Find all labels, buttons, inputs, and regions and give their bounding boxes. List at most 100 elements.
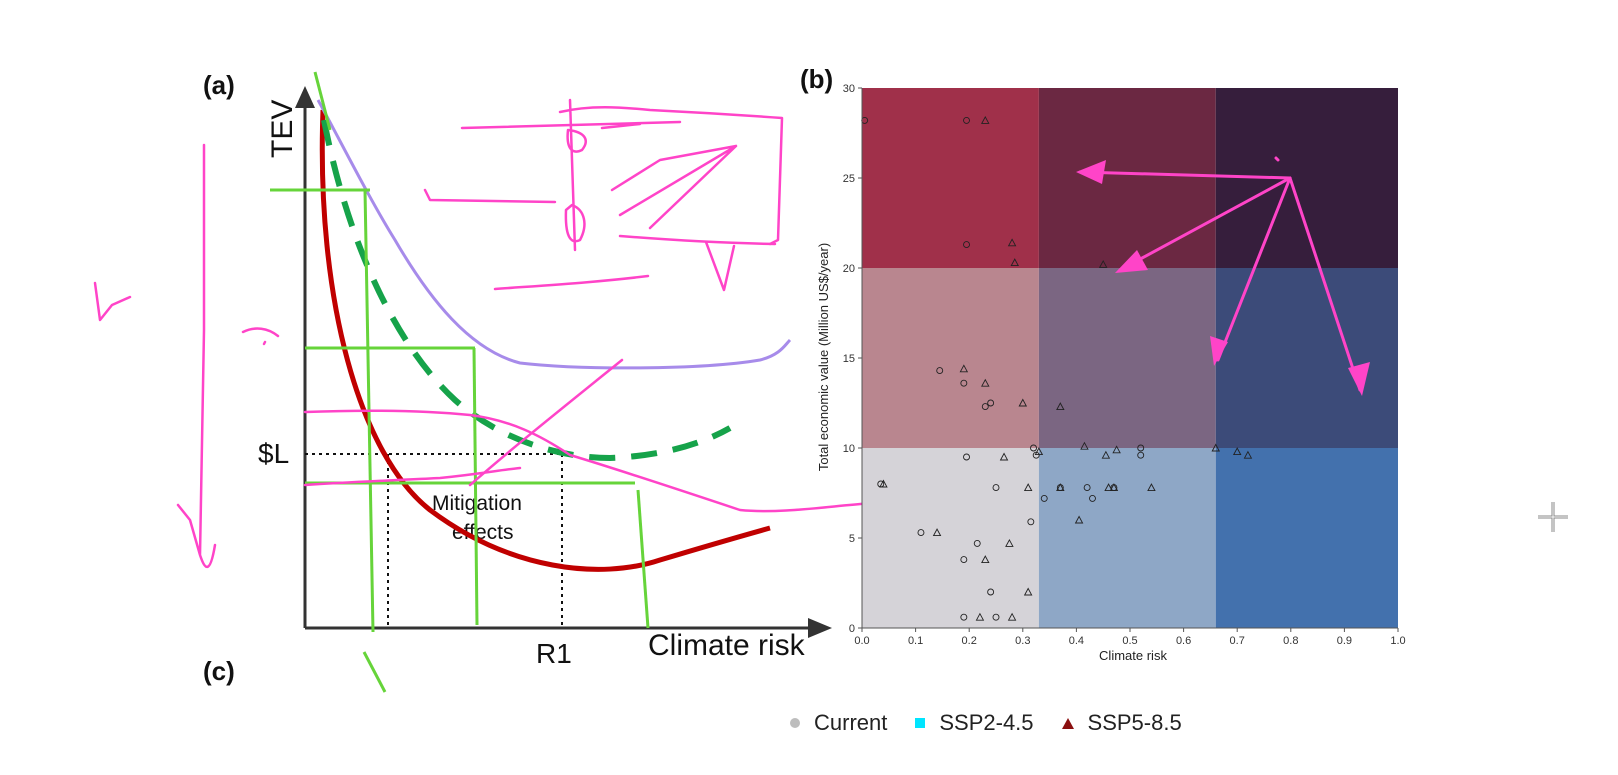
- point-current: [1027, 518, 1035, 526]
- point-current: [963, 453, 970, 461]
- point-current: [992, 613, 1000, 621]
- point-ssp585: [1109, 483, 1119, 492]
- legend-ssp245-label: SSP2-4.5: [939, 710, 1034, 735]
- y-tick-label: 5: [849, 533, 855, 545]
- point-ssp585: [999, 452, 1009, 461]
- point-current: [992, 484, 1000, 492]
- quadrant-r0-c2: [1215, 448, 1398, 628]
- point-ssp585: [981, 115, 990, 124]
- tev-label: TEV: [266, 100, 299, 158]
- point-current: [981, 403, 989, 411]
- tev-axis-arrow: [295, 86, 315, 108]
- green-grid-lines: [270, 71, 650, 693]
- y-tick-label: 0: [849, 623, 855, 635]
- point-current: [960, 556, 968, 564]
- point-current: [960, 379, 968, 387]
- panel-label-c: (c): [203, 656, 235, 686]
- pink-arrowheads: [1076, 160, 1370, 396]
- r1-label: R1: [536, 638, 572, 669]
- purple-curve: [316, 99, 792, 370]
- point-current: [987, 399, 995, 407]
- point-ssp585: [1023, 587, 1033, 596]
- y-tick-label: 25: [843, 173, 855, 185]
- point-current: [963, 241, 970, 249]
- x-tick-label: 0.0: [854, 635, 869, 647]
- legend-current-marker: [790, 718, 800, 728]
- x-tick-label: 0.4: [1069, 635, 1084, 647]
- risk-axis-arrow: [808, 618, 832, 638]
- point-current: [917, 529, 925, 537]
- point-current: [987, 588, 995, 596]
- point-current: [1089, 494, 1096, 502]
- x-tick-label: 0.1: [908, 635, 923, 647]
- point-ssp585: [1074, 515, 1084, 524]
- mitigation-line-2: effects: [452, 521, 513, 544]
- x-tick-label: 1.0: [1390, 635, 1405, 647]
- pink-annotations: [93, 98, 902, 569]
- green-dashed-curve: [321, 119, 732, 462]
- point-ssp585: [1112, 445, 1121, 454]
- point-ssp585: [1010, 258, 1020, 267]
- y-tick-label: 30: [843, 83, 855, 95]
- point-ssp585: [1147, 483, 1156, 492]
- climate-risk-label: Climate risk: [648, 629, 806, 662]
- crosshair-cursor-icon: [1538, 502, 1568, 532]
- point-ssp585: [975, 612, 985, 621]
- quadrant-r0-c1: [1038, 448, 1216, 628]
- point-layer: [861, 115, 1253, 621]
- point-ssp585: [879, 479, 888, 488]
- point-ssp585: [1018, 398, 1028, 407]
- point-ssp585: [981, 555, 990, 564]
- x-tick-label: 0.2: [962, 635, 977, 647]
- point-ssp585: [1080, 441, 1089, 450]
- x-tick-label: 0.8: [1283, 635, 1298, 647]
- legend-item-ssp585: SSP5-8.5: [1061, 710, 1182, 736]
- panel-label-a: (a): [203, 70, 235, 100]
- point-ssp585: [1007, 238, 1017, 247]
- legend: Current SSP2-4.5 SSP5-8.5: [790, 710, 1182, 736]
- x-tick-label: 0.7: [1230, 635, 1245, 647]
- conceptual-diagram: TEV Climate risk $L R1 Mitigation effect…: [93, 71, 902, 693]
- point-current: [936, 367, 944, 375]
- point-ssp585: [1104, 483, 1113, 492]
- quadrant-r2-c0: [862, 88, 1039, 268]
- quadrant-r0-c0: [862, 448, 1039, 628]
- scatter-plot: 0.0 0.1 0.2 0.3 0.4 0.5 0.6 0.7 0.8 0.9 1.0 0 5 10 15 2…: [816, 83, 1406, 663]
- x-tick-label: 0.3: [1015, 635, 1030, 647]
- y-tick-label: 10: [843, 443, 855, 455]
- x-axis-title: Climate risk: [1099, 648, 1167, 663]
- legend-ssp245-marker: [915, 718, 926, 728]
- point-current: [963, 116, 970, 124]
- y-axis-title: Total economic value (Million US$/year): [816, 243, 831, 471]
- point-current: [1030, 444, 1037, 452]
- x-tick-label: 0.9: [1337, 635, 1352, 647]
- point-ssp585: [1034, 447, 1044, 456]
- point-ssp585: [1056, 402, 1065, 411]
- point-ssp585: [1056, 483, 1065, 492]
- point-ssp585: [959, 364, 969, 373]
- x-tick-label: 0.6: [1176, 635, 1191, 647]
- x-tick-label: 0.5: [1122, 635, 1137, 647]
- point-ssp585: [981, 378, 990, 387]
- quadrant-r2-c1: [1038, 88, 1216, 268]
- point-ssp585: [1232, 447, 1242, 456]
- panel-label-b: (b): [800, 64, 834, 94]
- point-ssp585: [1098, 259, 1108, 268]
- y-tick-label: 15: [843, 353, 855, 365]
- mitigation-annotation: Mitigation effects: [432, 492, 528, 544]
- legend-current-label: Current: [814, 710, 888, 735]
- legend-item-ssp245: SSP2-4.5: [915, 710, 1034, 736]
- point-ssp585: [1007, 612, 1017, 621]
- legend-ssp585-label: SSP5-8.5: [1087, 710, 1182, 735]
- point-current: [960, 613, 968, 621]
- point-ssp585: [1023, 483, 1033, 492]
- point-current: [1137, 451, 1145, 459]
- pink-arrows: [1078, 156, 1362, 392]
- point-current: [1137, 444, 1145, 452]
- point-current: [1040, 494, 1048, 502]
- legend-item-current: Current: [790, 710, 887, 736]
- point-ssp585: [932, 528, 942, 537]
- tick-layer: 0.0 0.1 0.2 0.3 0.4 0.5 0.6 0.7 0.8 0.9 1.0 0 5 10 15 2…: [843, 83, 1406, 647]
- y-tick-label: 20: [843, 263, 855, 275]
